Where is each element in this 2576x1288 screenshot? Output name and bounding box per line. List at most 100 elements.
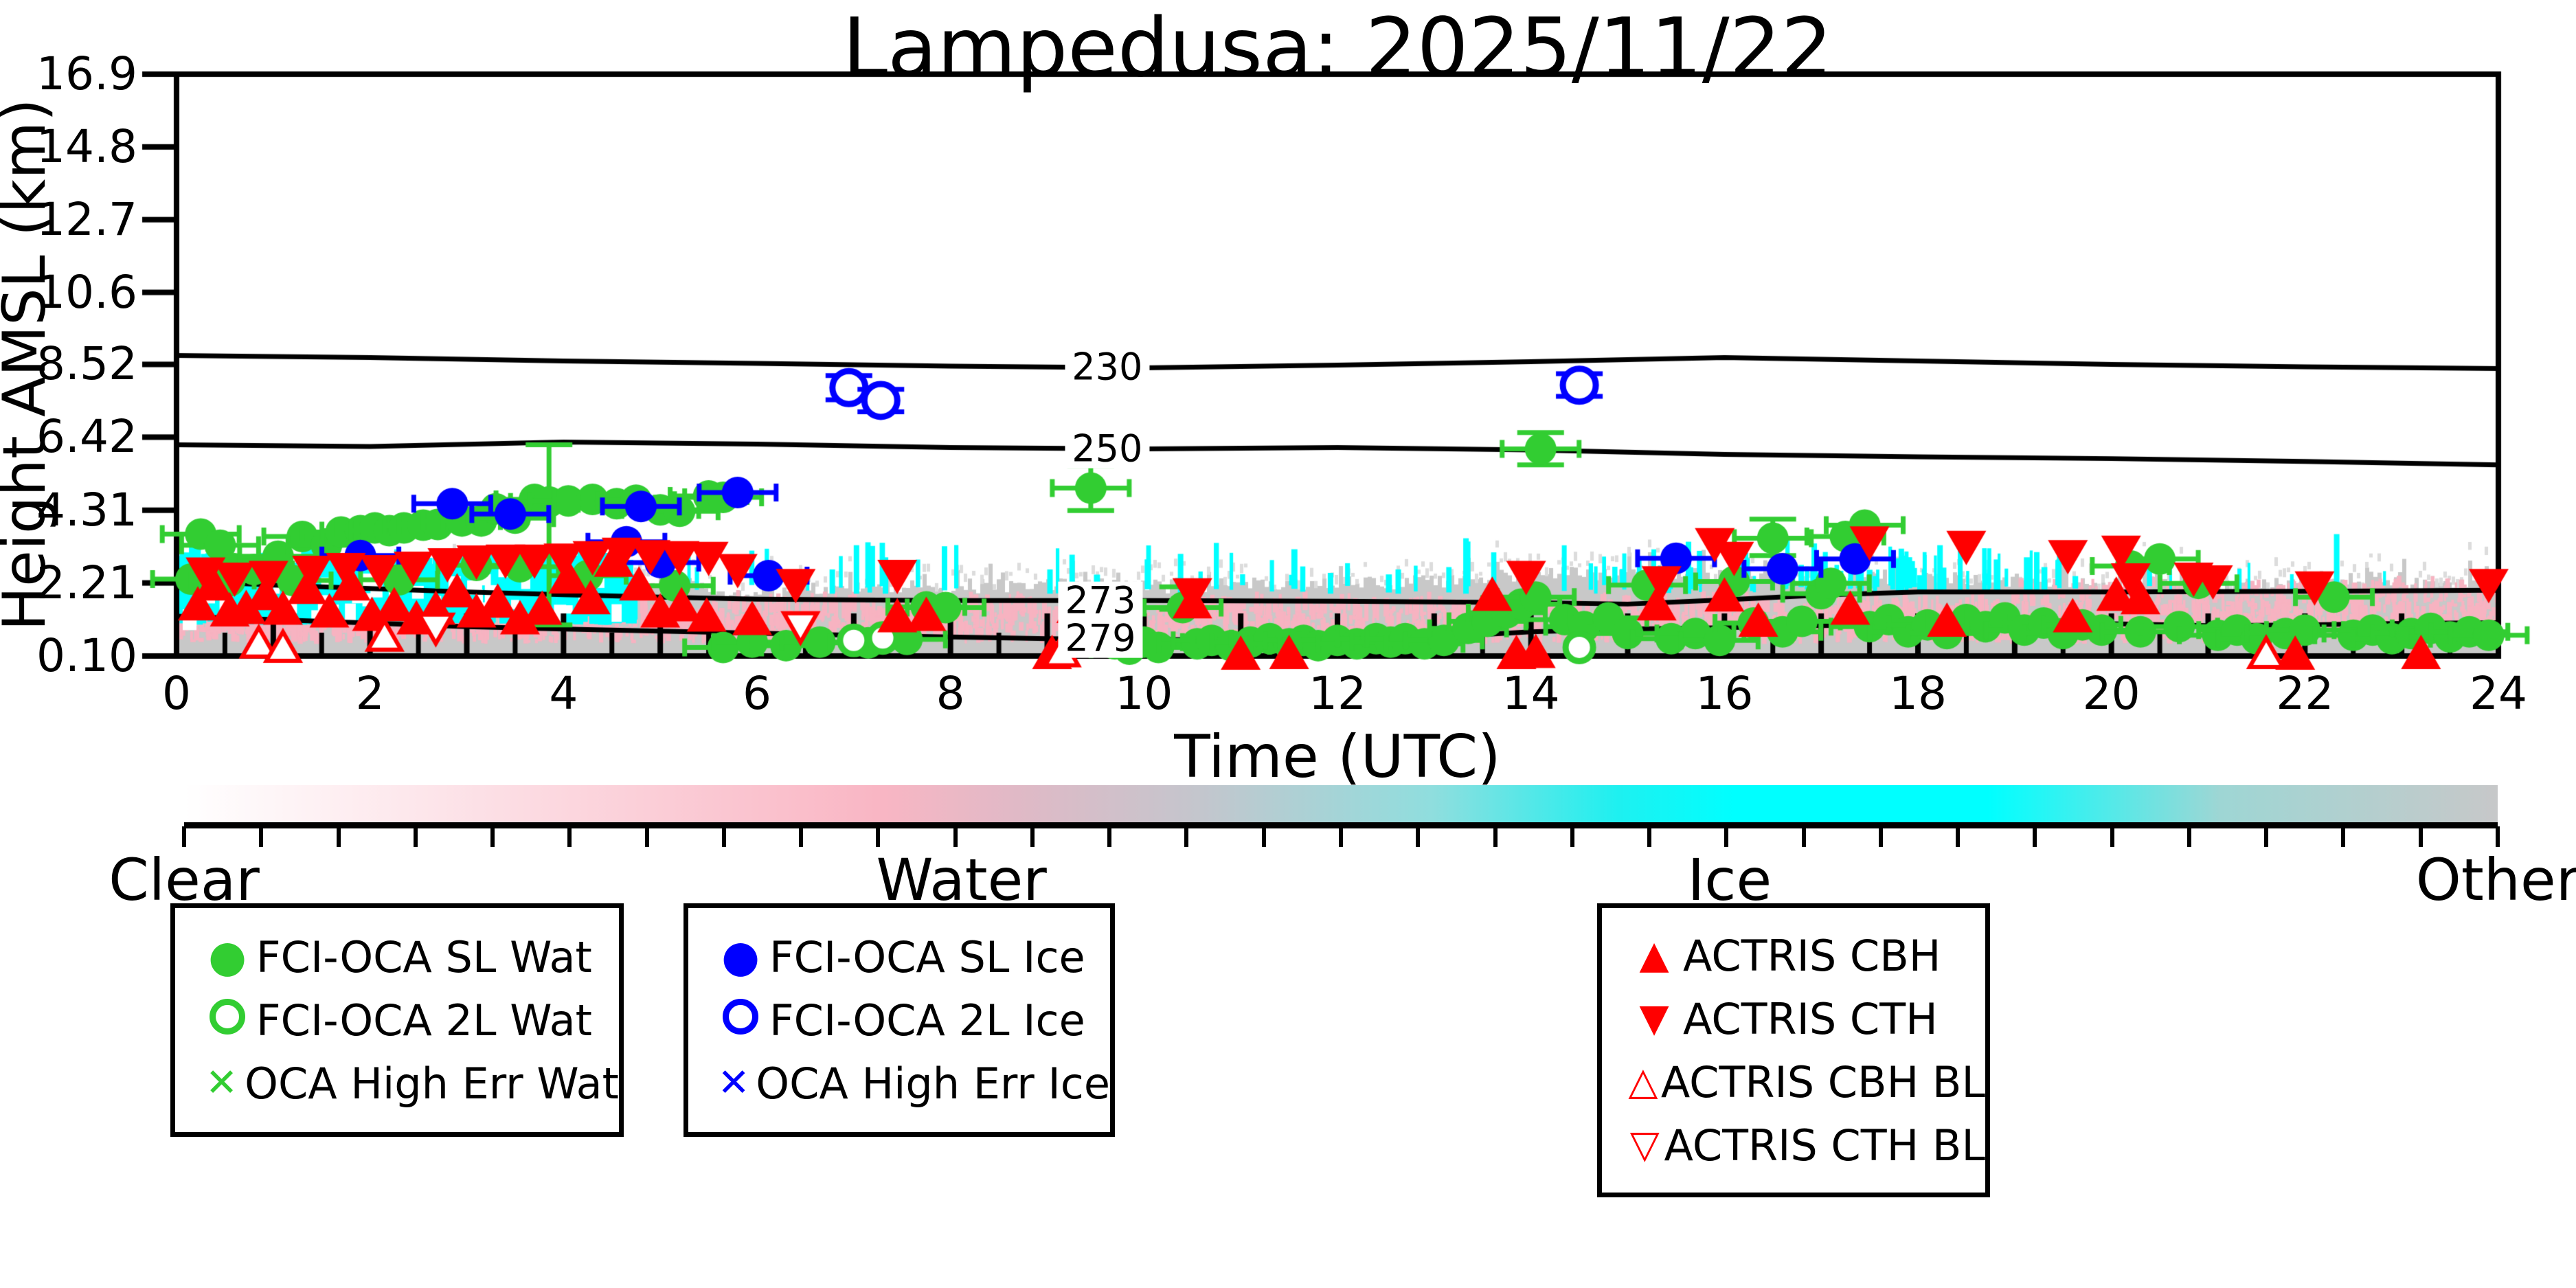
colorbar-tick <box>799 826 804 847</box>
x-icon: ✕ <box>205 1061 238 1105</box>
colorbar-tick <box>1107 826 1112 847</box>
circle-open-icon <box>712 999 769 1041</box>
legend-box-2: ▲ ACTRIS CBH ▼ ACTRIS CTH △ ACTRIS CBH BL ▽ ACT… <box>1597 903 1990 1197</box>
colorbar-tick <box>413 826 418 847</box>
colorbar-tick <box>644 826 649 847</box>
y-tick-label-6.42: 6.42 <box>36 410 137 464</box>
x-tick-label-12: 12 <box>1309 667 1366 720</box>
colorbar-label-ice: Ice <box>1687 846 1772 914</box>
x-tick-label-18: 18 <box>1889 667 1947 720</box>
x-tick-label-22: 22 <box>2276 667 2334 720</box>
y-tick-label-14.8: 14.8 <box>36 120 137 173</box>
legend-label: OCA High Err Ice <box>756 1058 1110 1109</box>
colorbar-tick <box>259 826 264 847</box>
colorbar-tick <box>2496 826 2500 847</box>
colorbar-tick <box>1416 826 1421 847</box>
legend-label: ACTRIS CTH BL <box>1664 1120 1985 1171</box>
chart-title: Lampedusa: 2025/11/22 <box>842 0 1833 95</box>
open-circle-glyph <box>210 999 245 1035</box>
circle-filled-icon: ● <box>721 931 760 982</box>
legend-item: FCI-OCA 2L Ice <box>712 988 1110 1052</box>
colorbar-tick <box>953 826 958 847</box>
y-tick-label-8.52: 8.52 <box>36 337 137 391</box>
colorbar-gradient <box>184 785 2498 822</box>
colorbar-tick <box>1184 826 1189 847</box>
legend-label: FCI-OCA SL Wat <box>256 931 592 982</box>
colorbar-tick <box>1724 826 1729 847</box>
colorbar-axis-line <box>184 822 2498 828</box>
colorbar-tick <box>1570 826 1574 847</box>
y-tick-label-12.7: 12.7 <box>36 192 137 246</box>
contour-label-273: 273 <box>1058 581 1143 621</box>
legend-label: ACTRIS CBH BL <box>1660 1057 1985 1107</box>
colorbar-tick <box>490 826 495 847</box>
y-tick-label-4.31: 4.31 <box>36 483 137 536</box>
tri-up-filled-icon: ▲ <box>1639 933 1669 978</box>
legend-item: ▽ ACTRIS CTH BL <box>1625 1114 1985 1177</box>
y-tick-label-2.21: 2.21 <box>36 556 137 609</box>
contour-label-279: 279 <box>1058 619 1143 659</box>
contour-label-230: 230 <box>1065 347 1150 387</box>
tri-up-open-icon: △ <box>1628 1059 1658 1104</box>
y-tick-label-16.9: 16.9 <box>36 47 137 100</box>
legend-item: ▲ ACTRIS CBH <box>1625 924 1985 987</box>
legend-item: ● FCI-OCA SL Wat <box>199 925 619 988</box>
colorbar-label-water: Water <box>876 846 1047 914</box>
x-tick-label-24: 24 <box>2470 667 2527 720</box>
legend-item: △ ACTRIS CBH BL <box>1625 1050 1985 1114</box>
x-tick-label-6: 6 <box>743 667 771 720</box>
circle-open-icon <box>199 999 256 1041</box>
legend-item: ✕ OCA High Err Ice <box>712 1052 1110 1115</box>
colorbar-label-clear: Clear <box>109 846 260 914</box>
colorbar-tick <box>1801 826 1806 847</box>
colorbar-tick <box>182 826 186 847</box>
contour-label-250: 250 <box>1065 429 1150 468</box>
legend-label: ACTRIS CBH <box>1683 930 1941 981</box>
colorbar-tick <box>1493 826 1498 847</box>
legend-label: OCA High Err Wat <box>245 1058 619 1109</box>
y-tick-label-10.6: 10.6 <box>36 265 137 319</box>
x-tick-label-20: 20 <box>2082 667 2140 720</box>
circle-filled-icon: ● <box>208 931 247 982</box>
y-tick-label-0.10: 0.10 <box>36 629 137 682</box>
legend-label: FCI-OCA 2L Ice <box>769 995 1085 1046</box>
open-circle-glyph <box>723 999 758 1035</box>
legend-box-1: ● FCI-OCA SL Ice FCI-OCA 2L Ice ✕ OCA High E… <box>683 903 1115 1137</box>
colorbar-tick <box>876 826 881 847</box>
colorbar-tick <box>2341 826 2346 847</box>
x-tick-label-16: 16 <box>1695 667 1754 720</box>
colorbar-tick <box>2110 826 2114 847</box>
tri-down-open-icon: ▽ <box>1629 1122 1660 1167</box>
colorbar-tick <box>2033 826 2037 847</box>
legend-label: ACTRIS CTH <box>1683 993 1938 1044</box>
x-tick-label-10: 10 <box>1115 667 1173 720</box>
colorbar-tick <box>1030 826 1035 847</box>
colorbar-tick <box>1339 826 1343 847</box>
tri-down-filled-icon: ▼ <box>1639 996 1669 1041</box>
x-tick-label-0: 0 <box>162 667 191 720</box>
legend-item: ● FCI-OCA SL Ice <box>712 925 1110 988</box>
legend-label: FCI-OCA 2L Wat <box>256 995 592 1046</box>
colorbar-tick <box>1956 826 1961 847</box>
colorbar-tick <box>1261 826 1266 847</box>
x-icon: ✕ <box>717 1061 750 1105</box>
colorbar-tick <box>2187 826 2191 847</box>
colorbar-tick <box>336 826 341 847</box>
x-tick-label-2: 2 <box>355 667 385 720</box>
legend-item: FCI-OCA 2L Wat <box>199 988 619 1052</box>
legend-label: FCI-OCA SL Ice <box>769 931 1085 982</box>
x-axis-label: Time (UTC) <box>1174 723 1501 791</box>
colorbar-label-other: Other <box>2415 846 2576 914</box>
x-tick-label-14: 14 <box>1502 667 1560 720</box>
legend-box-0: ● FCI-OCA SL Wat FCI-OCA 2L Wat ✕ OCA High E… <box>170 903 624 1137</box>
colorbar-tick <box>2418 826 2423 847</box>
colorbar-tick <box>2264 826 2269 847</box>
colorbar-tick <box>1647 826 1652 847</box>
x-tick-label-4: 4 <box>549 667 578 720</box>
colorbar-tick <box>1878 826 1883 847</box>
colorbar-tick <box>721 826 726 847</box>
x-tick-label-8: 8 <box>936 667 965 720</box>
legend-item: ✕ OCA High Err Wat <box>199 1052 619 1115</box>
legend-item: ▼ ACTRIS CTH <box>1625 987 1985 1050</box>
